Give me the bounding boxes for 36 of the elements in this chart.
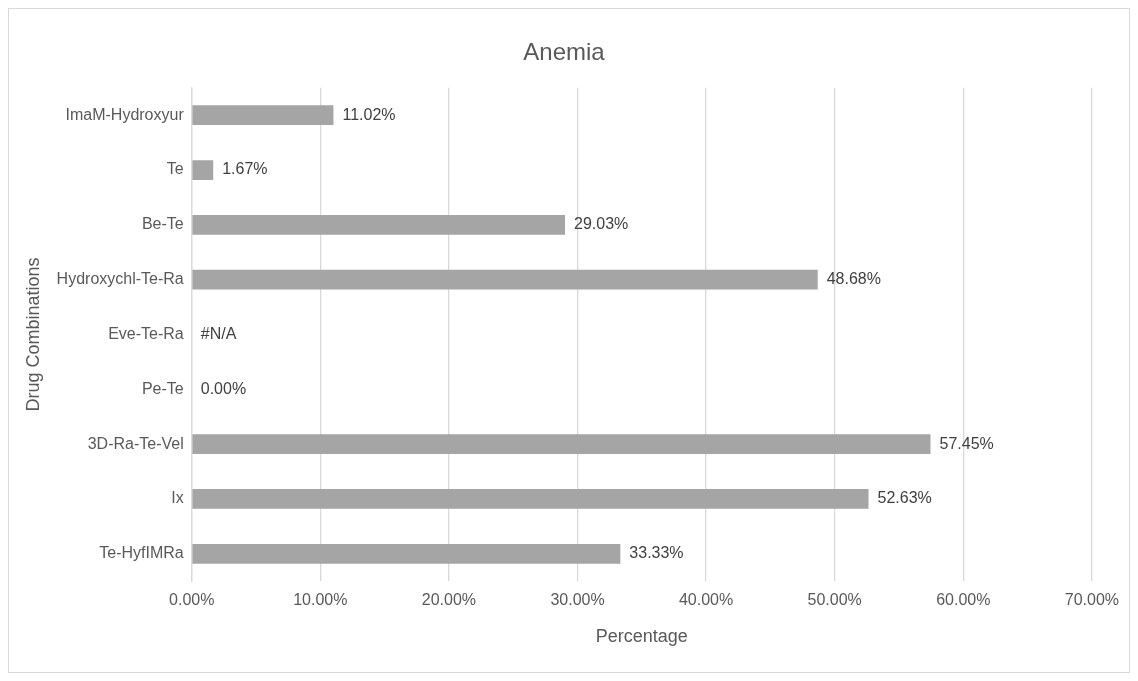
- bar: [192, 489, 869, 509]
- bar: [192, 543, 621, 564]
- data-label: 1.67%: [222, 160, 268, 178]
- y-tick-label: Te: [166, 160, 184, 178]
- x-tick-label: 30.00%: [550, 591, 605, 609]
- x-tick-label: 70.00%: [1064, 591, 1119, 609]
- x-tick-label: 60.00%: [936, 591, 991, 609]
- data-label: 48.68%: [826, 270, 881, 288]
- y-tick-label: Te-HyfIMRa: [99, 544, 184, 562]
- x-axis-title: Percentage: [595, 626, 688, 647]
- x-tick-label: 10.00%: [293, 591, 348, 609]
- x-tick-label: 0.00%: [169, 591, 215, 609]
- bar: [192, 434, 931, 455]
- bar: [192, 214, 566, 235]
- x-tick-label: 40.00%: [678, 591, 734, 609]
- y-tick-label: Eve-Te-Ra: [108, 324, 184, 342]
- data-label: 0.00%: [200, 379, 247, 397]
- bar: [192, 160, 214, 180]
- y-tick-label: 3D-Ra-Te-Vel: [87, 434, 184, 452]
- chart-title: Anemia: [523, 38, 606, 66]
- y-tick-label: Be-Te: [141, 215, 184, 233]
- data-label: 11.02%: [342, 105, 396, 123]
- data-label: 29.03%: [574, 215, 629, 233]
- y-tick-label: ImaM-Hydroxyur: [65, 105, 185, 123]
- y-axis-title: Drug Combinations: [22, 257, 43, 412]
- y-tick-label: Pe-Te: [141, 379, 184, 397]
- data-label: 33.33%: [629, 544, 684, 562]
- bar: [192, 269, 818, 290]
- text: #N/A: [200, 324, 237, 342]
- data-label: 52.63%: [877, 489, 932, 507]
- x-tick-label: 50.00%: [807, 591, 862, 609]
- y-tick-label: Hydroxychl-Te-Ra: [56, 270, 184, 288]
- data-label: 57.45%: [939, 434, 994, 452]
- x-tick-label: 20.00%: [421, 591, 477, 609]
- y-tick-label: Ix: [171, 489, 184, 507]
- bar: [192, 105, 334, 126]
